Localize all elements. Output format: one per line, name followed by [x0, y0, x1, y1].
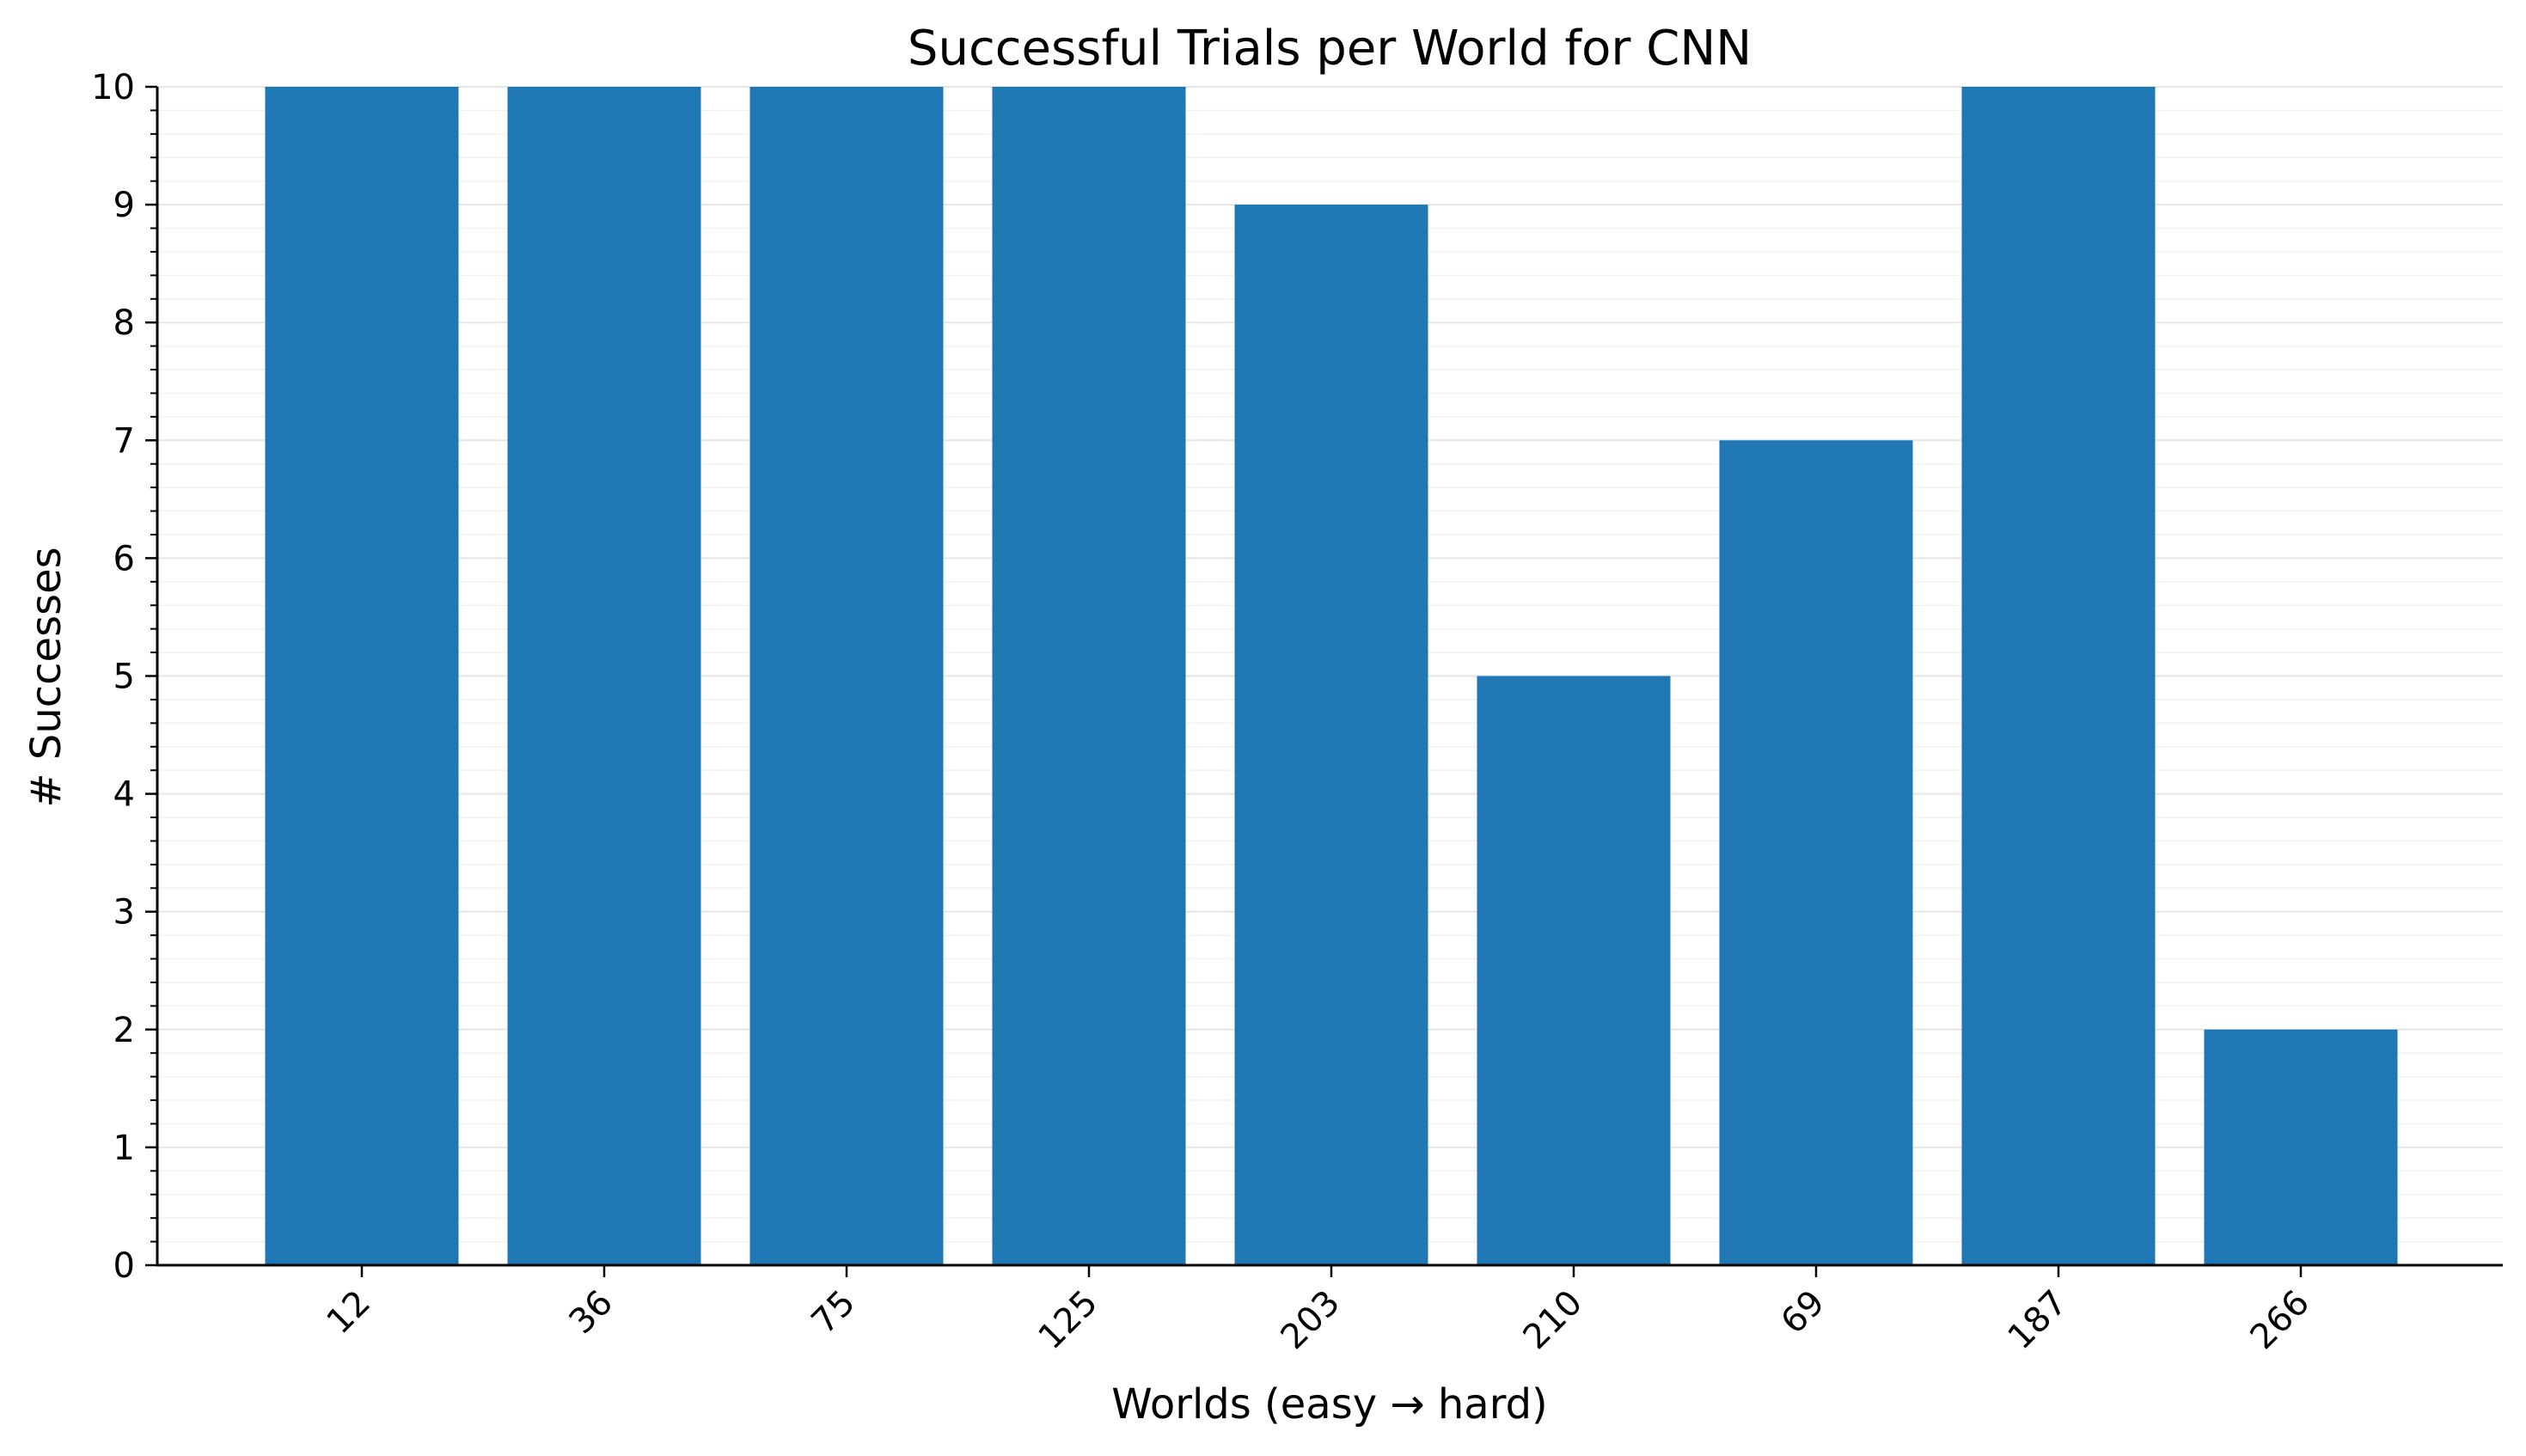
y-tick-label: 10	[91, 68, 135, 107]
x-tick-label: 75	[804, 1283, 864, 1343]
bar-69	[1719, 440, 1913, 1265]
x-axis-label: Worlds (easy → hard)	[1111, 1380, 1548, 1428]
x-tick-label: 203	[1274, 1283, 1349, 1358]
y-tick-label: 4	[113, 775, 135, 815]
bars-layer	[265, 87, 2398, 1266]
x-tick-label: 187	[2001, 1283, 2076, 1358]
bar-203	[1234, 205, 1428, 1266]
x-tick-label: 69	[1774, 1283, 1833, 1343]
y-tick-label: 8	[113, 303, 135, 343]
bar-210	[1477, 676, 1671, 1265]
y-tick-label: 2	[113, 1011, 135, 1050]
y-tick-label: 3	[113, 893, 135, 933]
bar-12	[265, 87, 459, 1265]
bar-36	[507, 87, 701, 1265]
x-tick-label: 125	[1031, 1283, 1106, 1358]
y-axis-label: # Successes	[22, 547, 70, 807]
x-tick-label: 36	[562, 1283, 621, 1343]
x-tick-label: 12	[320, 1283, 379, 1343]
y-tick-label: 5	[113, 658, 135, 697]
bar-125	[992, 87, 1186, 1265]
bar-266	[2204, 1029, 2398, 1265]
bar-75	[749, 87, 944, 1265]
y-tick-label: 0	[113, 1246, 135, 1286]
y-tick-label: 9	[113, 186, 135, 225]
x-tick-label: 210	[1516, 1283, 1591, 1358]
y-tick-label: 6	[113, 539, 135, 578]
bar-187	[1961, 87, 2156, 1265]
y-tick-label: 1	[113, 1129, 135, 1168]
chart-title: Successful Trials per World for CNN	[908, 21, 1752, 76]
y-tick-label: 7	[113, 421, 135, 461]
x-tick-label: 266	[2243, 1283, 2318, 1358]
